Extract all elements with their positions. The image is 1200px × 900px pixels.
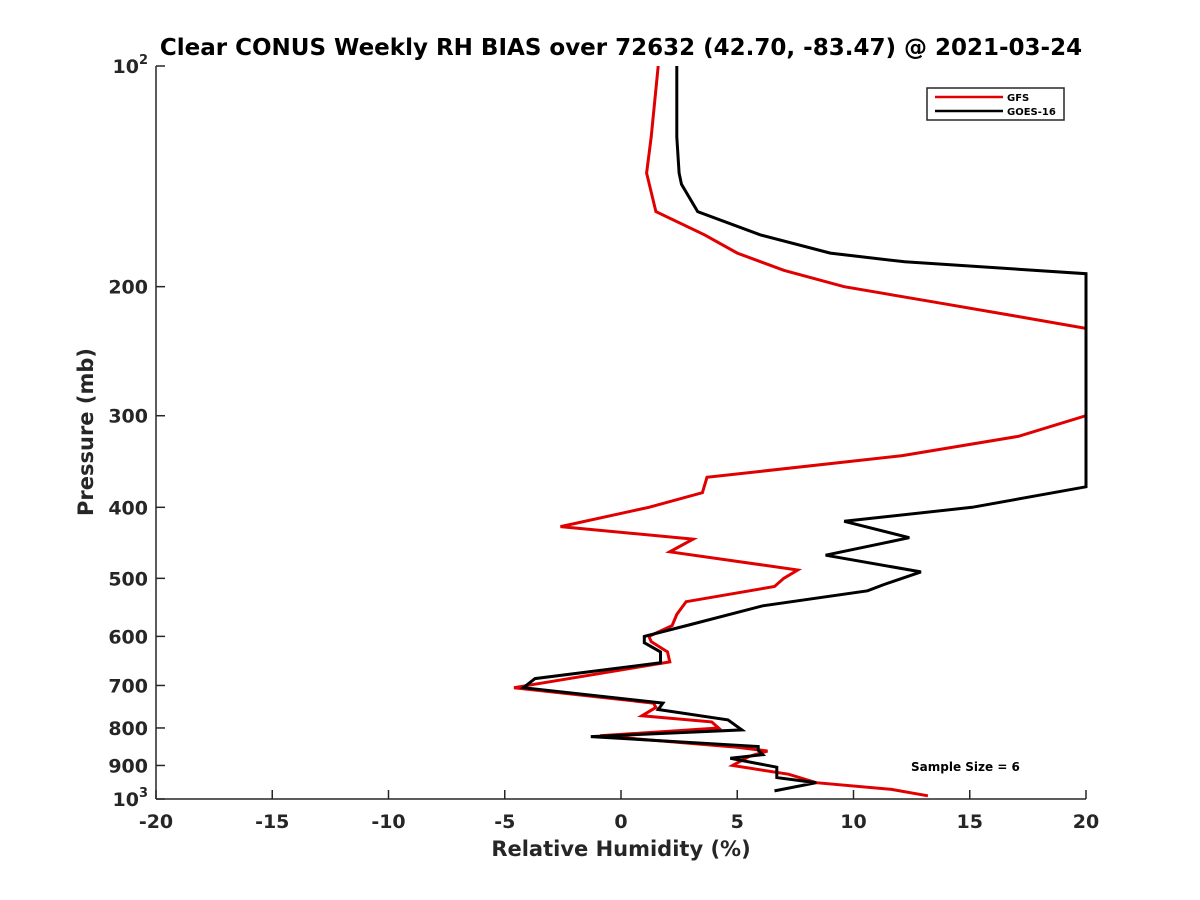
x-axis-label: Relative Humidity (%) <box>491 837 750 861</box>
y-tick-label: 500 <box>108 568 148 590</box>
y-tick-label: 200 <box>108 277 148 299</box>
x-tick-label: 10 <box>840 811 866 833</box>
x-tick-label: -15 <box>255 811 289 833</box>
series-line-goes16 <box>519 66 1088 793</box>
y-tick-label: 300 <box>108 406 148 428</box>
legend: GFS GOES-16 <box>926 87 1065 121</box>
x-tick-label: -5 <box>494 811 515 833</box>
sample-size-annotation: Sample Size = 6 <box>911 760 1020 774</box>
y-tick-label: 900 <box>108 755 148 777</box>
legend-label-goes16: GOES-16 <box>1007 107 1056 118</box>
x-tick-label: 0 <box>614 811 627 833</box>
x-tick-label: 15 <box>957 811 983 833</box>
y-axis-ticks: 102 200 300 400 500 600 700 800 900 103 <box>108 53 165 811</box>
x-axis-ticks: -20 -15 -10 -5 0 5 10 15 20 <box>139 790 1099 833</box>
legend-label-gfs: GFS <box>1007 93 1029 104</box>
y-tick-label: 700 <box>108 675 148 697</box>
y-tick-label: 400 <box>108 497 148 519</box>
chart-title: Clear CONUS Weekly RH BIAS over 72632 (4… <box>160 35 1082 61</box>
y-tick-label: 800 <box>108 718 148 740</box>
y-tick-label: 600 <box>108 626 148 648</box>
y-axis-label: Pressure (mb) <box>74 348 98 516</box>
y-tick-label: 103 <box>113 786 149 811</box>
x-tick-label: 20 <box>1073 811 1099 833</box>
y-tick-label: 102 <box>113 53 149 78</box>
series-line-gfs <box>513 65 1088 798</box>
x-tick-label: 5 <box>731 811 744 833</box>
legend-box <box>926 87 1065 121</box>
x-tick-label: -20 <box>139 811 173 833</box>
plot-area <box>513 65 1088 798</box>
x-tick-label: -10 <box>371 811 405 833</box>
